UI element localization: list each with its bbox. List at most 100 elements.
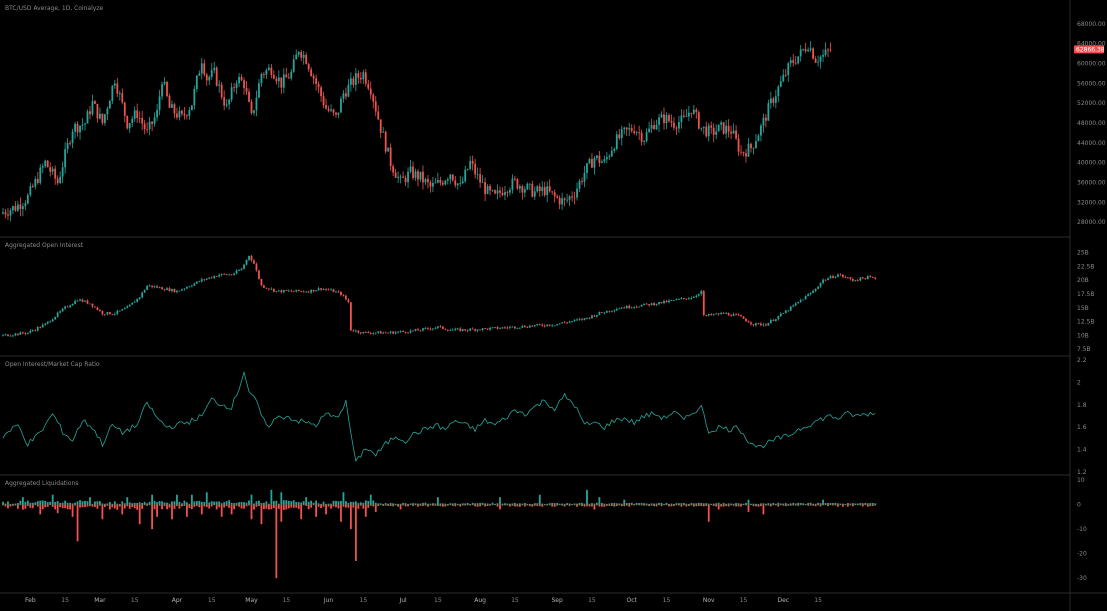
liquidation-bar-long: [367, 500, 370, 505]
y-tick-label: 40000.00: [1077, 160, 1106, 167]
oi-candle: [297, 289, 300, 292]
liquidation-bar-long: [536, 503, 539, 505]
oi-candle: [479, 329, 482, 331]
liquidation-bar-long: [804, 503, 807, 505]
oi-candle: [173, 289, 176, 293]
liquidation-bar-short: [76, 504, 79, 542]
oi-candle: [764, 324, 767, 326]
price-candle: [536, 186, 539, 192]
oi-candle: [610, 310, 613, 312]
price-candle: [335, 112, 337, 115]
price-candle: [96, 103, 99, 119]
y-tick-label: 25B: [1077, 250, 1089, 257]
oi-candle: [471, 328, 474, 330]
price-candle: [39, 167, 42, 183]
price-candle: [41, 166, 44, 168]
x-tick-label: May: [245, 597, 258, 604]
liquidation-bar-long: [347, 502, 350, 505]
liquidation-bar-short: [66, 504, 69, 510]
oi-candle: [14, 333, 17, 336]
liquidation-bar-short: [103, 504, 106, 507]
liquidation-bar-long: [228, 500, 231, 505]
oi-candle: [496, 327, 499, 329]
liquidation-bar-short: [86, 504, 89, 507]
price-candle: [737, 138, 740, 152]
liquidation-bar-long: [76, 501, 79, 505]
oi-candle: [265, 287, 268, 289]
y-tick-label: 0: [1077, 502, 1081, 509]
x-tick-label: 15: [740, 597, 748, 604]
price-candle: [827, 49, 829, 51]
liquidation-bar-short: [682, 504, 685, 506]
price-candle: [710, 125, 713, 128]
liquidation-bar-long: [491, 502, 494, 505]
oi-candle: [178, 290, 181, 292]
price-candle: [36, 178, 39, 183]
liquidation-bar-long: [675, 503, 678, 505]
price-candle: [399, 176, 402, 178]
liquidation-bar-long: [205, 492, 208, 505]
liquidation-bar-long: [834, 502, 837, 505]
liquidation-bar-short: [764, 504, 767, 506]
liquidation-bar-short: [290, 504, 293, 508]
liquidation-bar-short: [605, 504, 608, 506]
liquidation-bar-short: [784, 504, 787, 507]
liquidation-bar-short: [29, 504, 32, 508]
liquidation-bar-short: [84, 504, 86, 508]
oi-candle: [96, 307, 99, 311]
oi-candle: [374, 332, 377, 334]
price-candle: [640, 132, 643, 142]
price-candle: [516, 179, 519, 189]
liquidation-bar-short: [695, 504, 698, 507]
liquidation-bar-long: [471, 502, 474, 505]
liquidation-bar-short: [230, 504, 233, 515]
liquidation-bar-short: [625, 504, 628, 506]
liquidation-bar-long: [265, 501, 268, 505]
oi-candle: [330, 289, 332, 291]
liquidation-bar-long: [685, 503, 688, 505]
liquidation-bar-short: [596, 504, 598, 506]
liquidation-bar-long: [571, 504, 573, 505]
liquidation-bar-long: [842, 503, 844, 505]
price-candle: [521, 186, 524, 193]
liquidation-bar-short: [285, 504, 288, 510]
liquidation-bar-short: [300, 504, 303, 520]
oi-candle: [819, 283, 822, 287]
price-candle: [665, 115, 668, 124]
price-candle: [260, 73, 263, 84]
liquidation-bar-long: [173, 501, 176, 505]
liquidation-bar-short: [111, 504, 114, 508]
oi-candle: [638, 306, 641, 308]
price-candle: [645, 132, 648, 142]
liquidation-bar-short: [546, 504, 549, 506]
liquidation-bar-short: [558, 504, 561, 506]
liquidation-bar-short: [732, 504, 735, 506]
liquidation-bar-long: [441, 503, 444, 505]
price-candle: [312, 75, 315, 79]
price-candle: [732, 130, 735, 134]
price-candle: [789, 60, 792, 64]
liquidation-bar-long: [210, 501, 213, 505]
liquidation-bar-short: [531, 504, 534, 507]
liquidation-bar-short: [193, 504, 196, 507]
price-candle: [663, 114, 665, 124]
oi-candle: [740, 315, 742, 317]
price-candle: [267, 67, 270, 71]
oi-candle: [46, 321, 49, 324]
y-tick-label: 2.2: [1077, 357, 1087, 364]
liquidation-bar-long: [787, 503, 790, 505]
x-tick-label: Sep: [551, 597, 563, 604]
price-candle: [702, 126, 705, 128]
oi-candle: [439, 326, 442, 328]
liquidation-bar-long: [658, 502, 660, 505]
price-candle: [320, 87, 322, 97]
oi-candle: [245, 259, 248, 265]
oi-candle: [608, 310, 611, 312]
liquidation-bar-long: [285, 500, 288, 505]
liquidation-bar-long: [605, 503, 608, 505]
liquidation-bar-short: [235, 504, 238, 506]
price-candle: [352, 78, 355, 85]
liquidation-bar-short: [571, 504, 573, 506]
